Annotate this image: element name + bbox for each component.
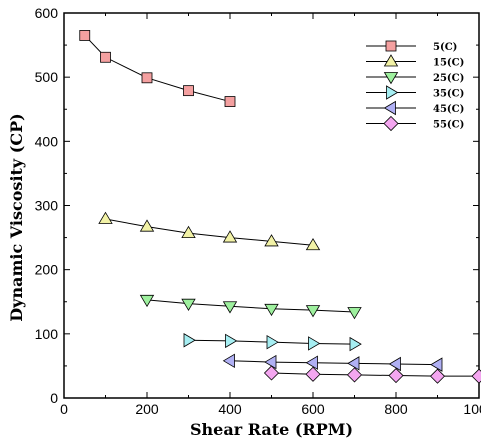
legend-5c-marker — [385, 40, 397, 52]
legend-25c-marker — [383, 72, 399, 85]
series-5c-point — [100, 51, 111, 63]
series-45c-point — [305, 355, 318, 370]
series-35c-point — [349, 336, 362, 352]
legend-25c-label: 25(C) — [433, 73, 464, 84]
legend-55c-marker — [383, 115, 399, 132]
x-tick-label: 0 — [60, 401, 68, 417]
y-tick-label: 500 — [35, 69, 59, 85]
series-35c-point — [225, 333, 238, 349]
series-15c-point — [181, 225, 196, 238]
legend-35c-label: 35(C) — [433, 89, 464, 100]
legend-55c-label: 55(C) — [433, 120, 464, 131]
series-35c-point — [183, 333, 196, 348]
series-55c-point — [471, 368, 481, 384]
x-tick-label: 1000 — [463, 401, 481, 417]
series-55c-point — [263, 365, 280, 381]
series-45c-point — [222, 353, 235, 368]
y-tick-label: 0 — [50, 390, 58, 406]
x-tick-label: 200 — [135, 401, 159, 417]
series-55c-point — [305, 366, 321, 382]
series-55c-point — [429, 368, 446, 384]
legend-45c-marker — [383, 100, 396, 116]
x-tick-label: 600 — [301, 401, 325, 417]
x-tick-label: 400 — [218, 401, 242, 417]
legend: 5(C) 15(C) 25(C) 35(C) 45(C) 55(C) — [366, 40, 464, 132]
series-15c-point — [98, 211, 113, 224]
series-15c-line — [105, 218, 314, 246]
series-55c-line — [271, 372, 479, 377]
series-15c-point — [139, 219, 155, 232]
series-25c-point — [264, 303, 279, 317]
series-55c-point — [346, 367, 363, 383]
series-25c-point — [347, 307, 362, 320]
series-25c-point — [222, 301, 238, 314]
series-5c-point — [79, 30, 91, 41]
series-15c-point — [305, 237, 321, 251]
y-axis-title: Dynamic Viscosity (CP) — [7, 113, 26, 321]
y-tick-label: 300 — [35, 198, 59, 214]
series-45c-point — [430, 357, 443, 372]
series-45c-point — [347, 356, 360, 371]
series-5c-point — [224, 96, 236, 107]
series-15c-point — [222, 230, 238, 243]
legend-5c-label: 5(C) — [433, 42, 457, 53]
series-25c-point — [305, 305, 321, 318]
series-15c-point — [264, 234, 279, 247]
legend-15c-label: 15(C) — [433, 58, 464, 69]
series-25c-point — [181, 298, 196, 311]
legend-15c-marker — [383, 54, 399, 67]
x-axis-title: Shear Rate (RPM) — [190, 420, 353, 439]
series-55c-point — [388, 367, 404, 384]
plot-area: 0 200 400 600 800 1000 0 100 200 300 400 500 600 — [35, 5, 481, 417]
x-tick-label: 800 — [384, 401, 408, 417]
series-5c-point — [141, 72, 153, 84]
legend-45c-label: 45(C) — [433, 104, 464, 115]
y-tick-label: 600 — [35, 5, 59, 21]
series-45c-line — [229, 360, 438, 366]
y-tick-label: 200 — [35, 262, 59, 278]
y-tick-label: 100 — [35, 326, 59, 342]
series-35c-point — [308, 336, 321, 351]
series-25c-line — [146, 299, 355, 313]
series-35c-point — [266, 334, 279, 350]
series-45c-point — [388, 356, 401, 372]
series-5c-point — [183, 85, 194, 97]
y-tick-label: 400 — [35, 133, 59, 149]
series-25c-point — [139, 294, 155, 308]
series-5c-line — [84, 35, 231, 103]
series-45c-point — [264, 354, 277, 370]
legend-35c-marker — [386, 85, 399, 100]
